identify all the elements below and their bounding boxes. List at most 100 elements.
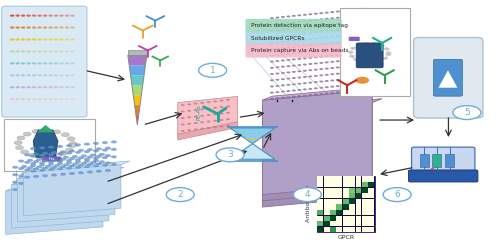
Circle shape (75, 183, 81, 186)
Circle shape (358, 46, 362, 48)
Circle shape (286, 34, 290, 36)
Circle shape (16, 86, 20, 88)
Circle shape (352, 34, 356, 36)
Circle shape (194, 128, 198, 130)
Circle shape (308, 69, 312, 71)
Circle shape (320, 56, 324, 58)
Circle shape (281, 66, 285, 68)
Text: Antibody ID: Antibody ID (306, 186, 311, 222)
Circle shape (18, 182, 24, 185)
Bar (343, 188, 348, 193)
FancyBboxPatch shape (246, 44, 342, 58)
Circle shape (60, 26, 64, 29)
Circle shape (281, 16, 285, 18)
Circle shape (45, 165, 51, 168)
Bar (420, 154, 428, 167)
Polygon shape (24, 161, 130, 172)
Circle shape (39, 169, 45, 172)
Circle shape (308, 26, 312, 28)
Bar (446, 154, 454, 167)
Circle shape (330, 24, 334, 26)
Circle shape (32, 86, 36, 88)
Circle shape (286, 65, 290, 67)
Circle shape (276, 72, 280, 74)
Text: Protein detection via epitope tag: Protein detection via epitope tag (252, 23, 348, 28)
Circle shape (386, 53, 392, 56)
Circle shape (360, 60, 366, 63)
Circle shape (281, 60, 285, 62)
Circle shape (325, 74, 329, 76)
Circle shape (20, 150, 28, 154)
Circle shape (213, 120, 217, 122)
Circle shape (69, 172, 75, 175)
Circle shape (320, 37, 324, 39)
Circle shape (292, 46, 296, 48)
Circle shape (270, 42, 274, 44)
Polygon shape (18, 171, 115, 222)
Circle shape (66, 166, 72, 170)
Bar (330, 216, 336, 221)
Circle shape (320, 31, 324, 33)
Circle shape (39, 178, 45, 182)
Circle shape (303, 70, 307, 72)
Circle shape (93, 142, 99, 145)
Circle shape (57, 184, 63, 188)
Circle shape (16, 14, 20, 17)
FancyBboxPatch shape (4, 119, 95, 171)
Circle shape (90, 161, 96, 164)
Circle shape (96, 162, 102, 165)
Polygon shape (130, 75, 144, 85)
Circle shape (54, 38, 58, 40)
Circle shape (248, 138, 252, 140)
Circle shape (57, 170, 63, 172)
Circle shape (358, 64, 362, 66)
Circle shape (51, 158, 57, 162)
Circle shape (270, 98, 274, 100)
Bar (356, 221, 362, 226)
Bar (336, 216, 342, 221)
Circle shape (336, 85, 340, 87)
Circle shape (60, 98, 64, 100)
Circle shape (38, 62, 42, 64)
Circle shape (363, 26, 367, 28)
Circle shape (346, 47, 350, 49)
Circle shape (330, 30, 334, 32)
Circle shape (21, 50, 25, 52)
Circle shape (21, 98, 25, 100)
Circle shape (363, 88, 367, 90)
Circle shape (54, 172, 60, 174)
Circle shape (66, 159, 72, 162)
Circle shape (363, 64, 367, 66)
Circle shape (330, 86, 334, 88)
Circle shape (336, 36, 340, 38)
Circle shape (308, 38, 312, 40)
Circle shape (286, 28, 290, 30)
Circle shape (70, 62, 74, 64)
Circle shape (84, 167, 90, 170)
Bar (368, 204, 374, 210)
Circle shape (320, 18, 324, 20)
Circle shape (336, 60, 340, 62)
Circle shape (90, 168, 96, 172)
Circle shape (358, 83, 362, 85)
Circle shape (213, 113, 217, 115)
Circle shape (270, 92, 274, 94)
Bar (324, 210, 330, 215)
Circle shape (292, 77, 296, 79)
Bar (362, 193, 368, 198)
Circle shape (45, 172, 51, 175)
Circle shape (292, 27, 296, 29)
Bar (324, 188, 330, 193)
Polygon shape (178, 122, 238, 140)
Circle shape (57, 167, 63, 170)
Circle shape (286, 96, 290, 98)
Circle shape (220, 126, 224, 128)
Circle shape (54, 26, 58, 29)
Circle shape (60, 62, 64, 64)
Circle shape (358, 40, 362, 42)
Circle shape (33, 168, 39, 170)
Circle shape (200, 102, 204, 104)
Bar (368, 199, 374, 204)
Bar (324, 227, 330, 232)
Circle shape (270, 30, 274, 32)
